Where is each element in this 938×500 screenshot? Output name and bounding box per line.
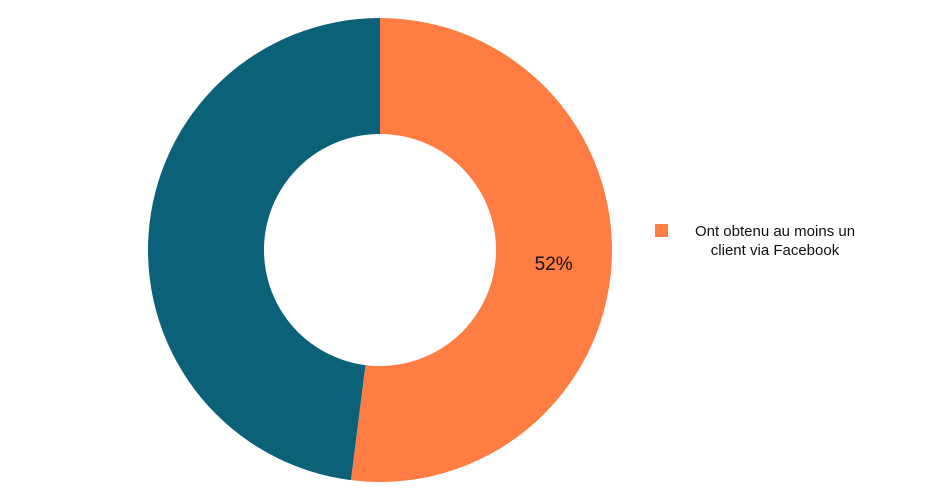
slice bbox=[147, 18, 380, 481]
slice-label: 52% bbox=[535, 254, 573, 275]
legend-label: Ont obtenu au moins un client via Facebo… bbox=[694, 223, 856, 259]
legend-swatch bbox=[655, 224, 668, 237]
slice bbox=[350, 18, 612, 482]
legend-item: Ont obtenu au moins un client via Facebo… bbox=[655, 222, 870, 260]
